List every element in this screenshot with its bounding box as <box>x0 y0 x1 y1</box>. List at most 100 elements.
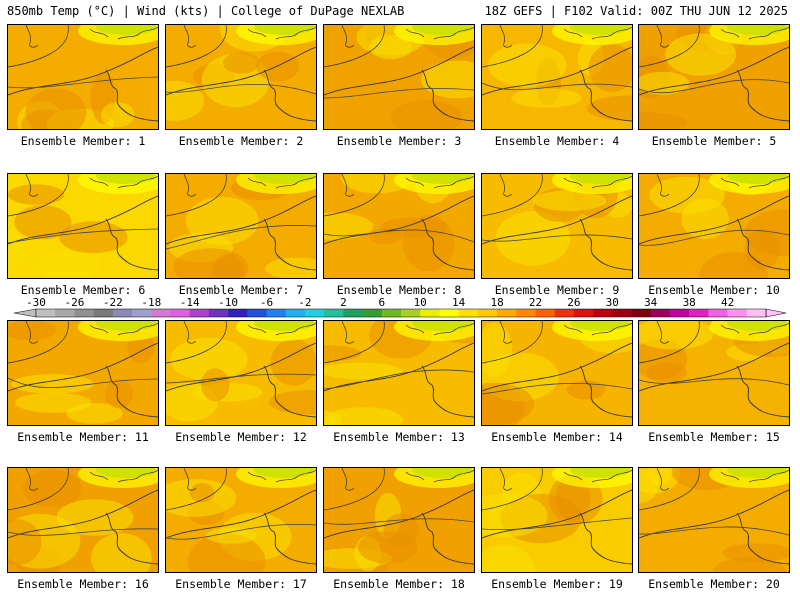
colorbar-swatch <box>170 309 190 317</box>
colorbar-swatch <box>458 309 479 317</box>
colorbar-swatch <box>689 309 709 317</box>
colorbar-swatch <box>420 309 440 317</box>
colorbar-swatch <box>554 309 575 317</box>
ensemble-member-label: Ensemble Member: 17 <box>175 577 307 591</box>
ensemble-member-label: Ensemble Member: 20 <box>648 577 780 591</box>
colorbar-tick-label: -2 <box>298 297 311 309</box>
ensemble-member-map <box>323 320 475 426</box>
colorbar-swatch <box>151 309 171 317</box>
ensemble-member-map <box>638 320 790 426</box>
colorbar-swatch <box>497 309 517 317</box>
colorbar-tick-label: 34 <box>644 297 658 309</box>
colorbar-swatch <box>746 309 767 317</box>
ensemble-member-label: Ensemble Member: 16 <box>17 577 149 591</box>
temperature-colorbar: -30 -26 -22 -18 -14 -10 -6 -2 2 6 10 14 18 22 26 30 34 38… <box>13 297 787 318</box>
ensemble-member-label: Ensemble Member: 7 <box>178 283 304 297</box>
colorbar-swatch <box>112 309 133 317</box>
ensemble-member-map <box>638 173 790 279</box>
ensemble-member-label: Ensemble Member: 14 <box>491 430 623 444</box>
ensemble-member-label: Ensemble Member: 1 <box>20 134 146 148</box>
colorbar-tick-label: 22 <box>529 297 542 309</box>
ensemble-member-map <box>7 24 159 130</box>
colorbar-swatch <box>132 309 152 317</box>
colorbar-swatch <box>324 309 344 317</box>
ensemble-member-map <box>481 24 633 130</box>
ensemble-member-map <box>638 24 790 130</box>
colorbar-tick-label: -18 <box>141 297 161 309</box>
ensemble-member-map <box>481 467 633 573</box>
colorbar-tick-label: 18 <box>490 297 503 309</box>
colorbar-swatch <box>650 309 671 317</box>
model-run-info: 18Z GEFS | F102 Valid: 00Z THU JUN 12 20… <box>484 4 788 18</box>
colorbar-swatch <box>573 309 594 317</box>
ensemble-member-label: Ensemble Member: 9 <box>494 283 620 297</box>
ensemble-member-map <box>165 320 317 426</box>
map-title: 850mb Temp (°C) | Wind (kts) | College o… <box>7 4 405 18</box>
ensemble-member-label: Ensemble Member: 11 <box>17 430 149 444</box>
colorbar-swatch <box>516 309 536 317</box>
ensemble-member-label: Ensemble Member: 13 <box>333 430 465 444</box>
ensemble-member-label: Ensemble Member: 5 <box>651 134 777 148</box>
colorbar-swatch <box>247 309 267 317</box>
ensemble-member-label: Ensemble Member: 2 <box>178 134 304 148</box>
ensemble-member-label: Ensemble Member: 4 <box>494 134 620 148</box>
ensemble-member-label: Ensemble Member: 19 <box>491 577 623 591</box>
ensemble-member-label: Ensemble Member: 8 <box>336 283 462 297</box>
ensemble-member-label: Ensemble Member: 6 <box>20 283 146 297</box>
colorbar-swatch <box>189 309 210 317</box>
colorbar-swatch <box>266 309 287 317</box>
colorbar-tick-label: 2 <box>340 297 347 309</box>
ensemble-member-map <box>7 173 159 279</box>
colorbar-swatch <box>55 309 75 317</box>
colorbar-swatch <box>36 309 56 317</box>
colorbar-swatch <box>208 309 229 317</box>
colorbar-tick-label: 42 <box>721 297 734 309</box>
colorbar-swatch <box>285 309 306 317</box>
colorbar-tick-label: -6 <box>260 297 273 309</box>
colorbar-max-arrow <box>765 308 787 318</box>
colorbar-swatch <box>593 309 613 317</box>
colorbar-tick-label: 38 <box>683 297 696 309</box>
colorbar-swatch <box>669 309 690 317</box>
colorbar-swatch <box>727 309 748 317</box>
colorbar-tick-label: 10 <box>414 297 427 309</box>
colorbar-min-arrow <box>13 308 37 318</box>
colorbar-swatch <box>612 309 632 317</box>
colorbar-swatch <box>343 309 363 317</box>
ensemble-member-map <box>323 467 475 573</box>
ensemble-member-map <box>7 320 159 426</box>
colorbar-swatch <box>439 309 459 317</box>
colorbar-tick-label: -22 <box>103 297 123 309</box>
colorbar-tick-label: -10 <box>218 297 238 309</box>
colorbar-swatch <box>74 309 94 317</box>
ensemble-member-label: Ensemble Member: 3 <box>336 134 462 148</box>
colorbar-swatch <box>304 309 325 317</box>
colorbar-swatch <box>477 309 498 317</box>
colorbar-tick-label: -14 <box>180 297 200 309</box>
colorbar-swatch <box>93 309 114 317</box>
ensemble-member-map <box>323 24 475 130</box>
ensemble-member-map <box>165 467 317 573</box>
colorbar-swatch <box>362 309 383 317</box>
colorbar-tick-label: 14 <box>452 297 466 309</box>
ensemble-member-label: Ensemble Member: 10 <box>648 283 780 297</box>
colorbar-swatch <box>228 309 248 317</box>
ensemble-member-map <box>165 173 317 279</box>
ensemble-member-label: Ensemble Member: 18 <box>333 577 465 591</box>
ensemble-member-map <box>323 173 475 279</box>
ensemble-member-map <box>481 173 633 279</box>
colorbar-swatch <box>401 309 421 317</box>
colorbar-tick-label: 6 <box>378 297 385 309</box>
ensemble-member-map <box>165 24 317 130</box>
ensemble-member-map <box>481 320 633 426</box>
colorbar-swatch <box>631 309 652 317</box>
colorbar-tick-label: 26 <box>567 297 580 309</box>
colorbar-tick-label: -30 <box>26 297 46 309</box>
ensemble-member-label: Ensemble Member: 15 <box>648 430 780 444</box>
colorbar-swatch <box>535 309 555 317</box>
colorbar-swatch <box>708 309 728 317</box>
ensemble-member-map <box>638 467 790 573</box>
ensemble-member-map <box>7 467 159 573</box>
colorbar-tick-label: -26 <box>64 297 84 309</box>
ensemble-member-label: Ensemble Member: 12 <box>175 430 307 444</box>
